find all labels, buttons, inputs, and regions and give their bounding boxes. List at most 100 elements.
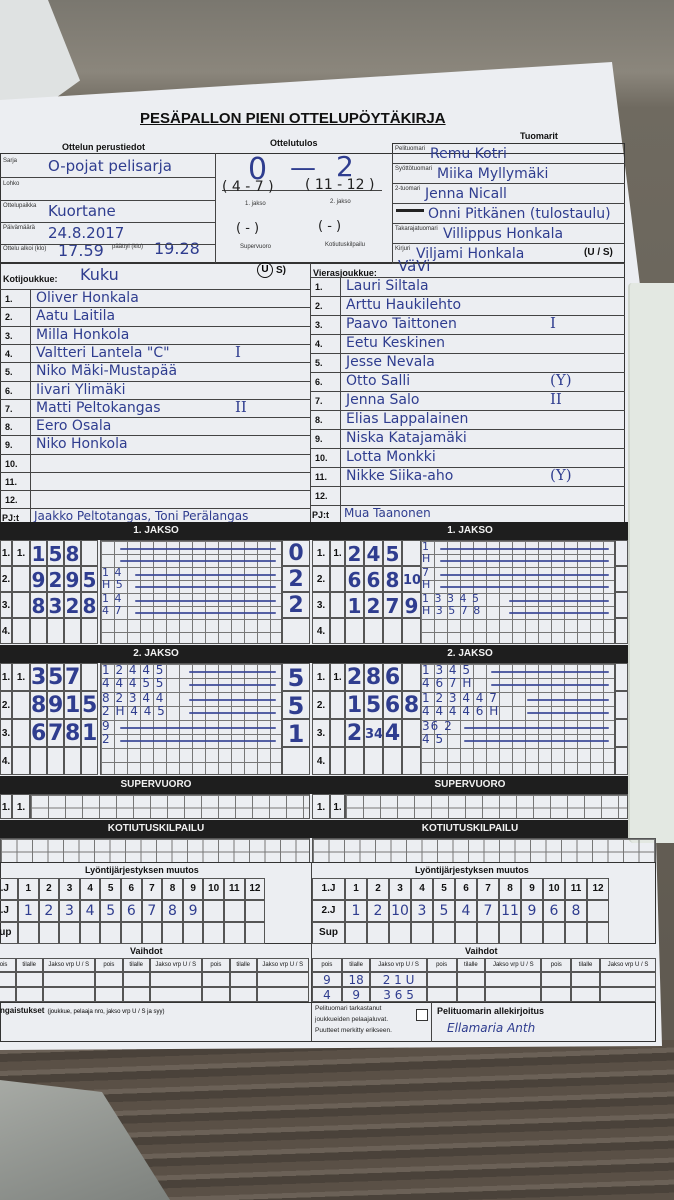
divider: [310, 334, 625, 335]
player-name: Paavo Taittonen: [346, 316, 457, 332]
score-dash: —: [290, 153, 316, 183]
basic-field-value: Kuortane: [48, 202, 116, 220]
hitter-number: 1: [82, 721, 98, 746]
lineup-value: 6: [126, 903, 136, 919]
lineup-cell: 2: [367, 900, 389, 922]
subs-col-header: pois: [202, 958, 230, 972]
inning-row-label: 3.: [312, 592, 330, 618]
period1-label: 1. jakso: [245, 201, 266, 207]
divider: [310, 315, 625, 316]
referee-name: Jenna Nicall: [425, 186, 507, 202]
hitter-number: 2: [346, 721, 363, 746]
hitter-number: 8: [365, 665, 382, 690]
player-number: 2.: [5, 312, 13, 323]
lineup-cell: 4: [411, 878, 433, 900]
lineup-value: 11: [501, 903, 519, 919]
player-number: 1.: [5, 294, 13, 304]
hitter-cell: 7: [47, 719, 64, 747]
check-text: joukkueiden pelaajaluvat.: [315, 1016, 388, 1023]
player-number: 8.: [315, 415, 323, 425]
hitter-cell: 9: [47, 691, 64, 719]
lineup-cell: [18, 922, 39, 944]
lineup-cell: [141, 922, 163, 944]
subs-cell: [541, 972, 572, 987]
lineup-cell: [433, 922, 455, 944]
lineup-cell: [244, 922, 266, 944]
hitter-cell: 1: [345, 592, 364, 618]
subs-value: 9: [352, 988, 360, 1002]
player-number: 9.: [315, 434, 323, 444]
lineup-cell: 4: [79, 900, 101, 922]
divider: [310, 263, 311, 523]
inning-note-top: 9: [102, 719, 111, 733]
super-row-label: 1.: [0, 794, 12, 819]
subs-value: 9: [323, 973, 331, 987]
subs-cell: [426, 972, 457, 987]
lineup-cell: 6: [455, 878, 477, 900]
inning-sub-label: [330, 566, 345, 592]
hitter-cell: [364, 747, 383, 775]
basic-field-value: 24.8.2017: [48, 224, 125, 242]
inning-score: [282, 618, 310, 644]
kotiutus-score: ( - ): [318, 219, 342, 234]
inning-note-bottom: H: [422, 552, 432, 565]
hitter-cell: 6: [30, 719, 47, 747]
hitter-number: 6: [31, 721, 47, 746]
inning-score-value: 2: [288, 567, 304, 592]
subs-value: 18: [348, 973, 364, 987]
divider: [310, 391, 625, 392]
hitter-cell: 7: [64, 663, 81, 691]
inning-note-top: 8 2 3 4 4: [102, 691, 165, 705]
hitter-number: 8: [82, 594, 97, 618]
lineup-cell: [565, 922, 587, 944]
lineup-cell: 6: [121, 900, 142, 922]
period1-score: ( 4 - 7 ): [222, 179, 274, 195]
subs-col-header: Jakso vrp U / S: [599, 958, 657, 972]
lineup-value: 9: [188, 903, 198, 919]
inning-score-value: 2: [288, 593, 304, 618]
home-us-circled: U: [257, 262, 273, 278]
inning-score: 0: [282, 540, 310, 566]
player-number: 8.: [5, 422, 13, 433]
inning-sub-label: [12, 566, 30, 592]
player-number: 12.: [315, 491, 328, 501]
lineup-cell: 5: [433, 878, 455, 900]
strike-line: [189, 684, 276, 686]
lineup-cell: [203, 922, 224, 944]
hitter-cell: 2: [345, 663, 364, 691]
inning-sub-label: [330, 618, 345, 644]
hitter-number: 10: [403, 572, 421, 588]
hitter-cell: 8: [364, 663, 383, 691]
hitter-number: 9: [31, 568, 46, 592]
inning-sub-label: [12, 618, 30, 644]
lineup-cell: [244, 900, 266, 922]
header-box: [0, 153, 625, 263]
hitter-cell: 6: [364, 566, 383, 592]
super-sub-label: 1.: [12, 794, 30, 819]
strike-line: [509, 599, 609, 602]
divider: [0, 343, 310, 345]
divider: [392, 145, 393, 263]
subs-col-header: Jakso vrp U / S: [256, 958, 309, 972]
hitter-number: 5: [82, 693, 98, 718]
player-number: 2.: [315, 301, 323, 311]
subs-col-header: pois: [95, 958, 123, 972]
inning-row-label: 1.: [312, 663, 330, 691]
subs-col-header: tilalle: [571, 958, 600, 972]
referee-name: Remu Kotri: [430, 146, 507, 162]
player-name: Otto Salli: [346, 373, 411, 389]
divider: [0, 508, 310, 509]
hitter-number: 2: [366, 594, 381, 618]
divider: [0, 244, 215, 245]
inning-notes-grid: [420, 663, 615, 775]
lineup-cell: [162, 922, 183, 944]
subs-col-header: pois: [426, 958, 457, 972]
subs-value: 4: [323, 988, 331, 1002]
hitter-number: 5: [385, 542, 400, 566]
referee-checked-checkbox[interactable]: [416, 1009, 428, 1021]
hitter-number: 2: [48, 568, 63, 592]
hitter-cell: 9: [30, 566, 47, 592]
lineup-cell: [477, 922, 499, 944]
strike-line: [135, 585, 276, 588]
home-team-name: Kuku: [80, 265, 119, 284]
